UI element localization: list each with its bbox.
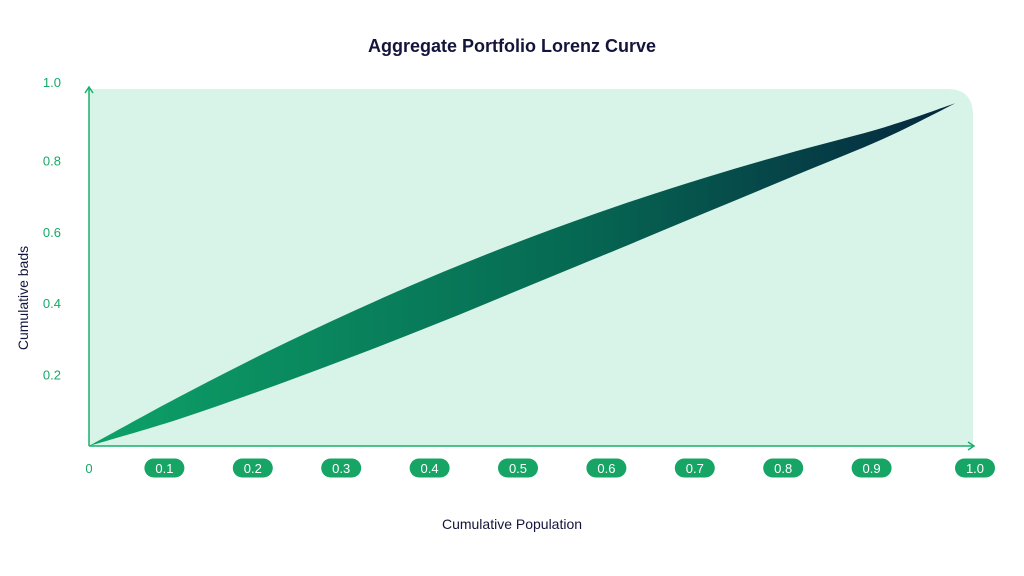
y-tick-label: 0.2 (43, 368, 61, 383)
x-tick-label: 0.1 (155, 461, 173, 476)
x-tick-pill (409, 458, 450, 478)
x-axis-label: Cumulative Population (441, 516, 583, 532)
y-tick-label: 0.6 (43, 225, 61, 240)
x-tick-label: 0.9 (863, 461, 881, 476)
x-tick-label: 0.2 (244, 461, 262, 476)
x-tick-pill (232, 458, 273, 478)
x-tick-pill (763, 458, 804, 478)
x-tick-label: 0.7 (686, 461, 704, 476)
x-tick-label: 0.6 (597, 461, 615, 476)
y-axis-arrow-icon (84, 85, 94, 94)
y-tick-label: 1.0 (43, 75, 61, 90)
x-tick-pill (498, 458, 538, 478)
x-tick-label: 0.5 (509, 461, 527, 476)
x-tick-label: 0.3 (332, 461, 350, 476)
x-tick-label: 0.4 (421, 461, 439, 476)
x-tick-label: 1.0 (966, 461, 984, 476)
x-tick-pill (851, 458, 892, 478)
x-tick-pill (586, 458, 627, 478)
x-tick-group: 0 0.1 0.2 0.3 0.4 0.5 0.6 0.7 0.8 0.9 1.0 (85, 458, 995, 478)
x-tick-pill (321, 458, 362, 478)
x-tick-label: 0.8 (774, 461, 792, 476)
chart-title: Aggregate Portfolio Lorenz Curve (367, 36, 657, 56)
lorenz-band (89, 103, 956, 446)
y-tick-label: 0.8 (43, 153, 61, 168)
x-tick-pill (674, 458, 715, 478)
x-tick-pill (955, 458, 995, 478)
y-tick-label: 0.4 (43, 296, 61, 311)
y-tick-group: 0.2 0.4 0.6 0.8 1.0 (43, 75, 61, 383)
x-axis-arrow-icon (967, 441, 976, 451)
x-tick-pill (144, 458, 185, 478)
x-tick-label-0: 0 (85, 461, 92, 476)
